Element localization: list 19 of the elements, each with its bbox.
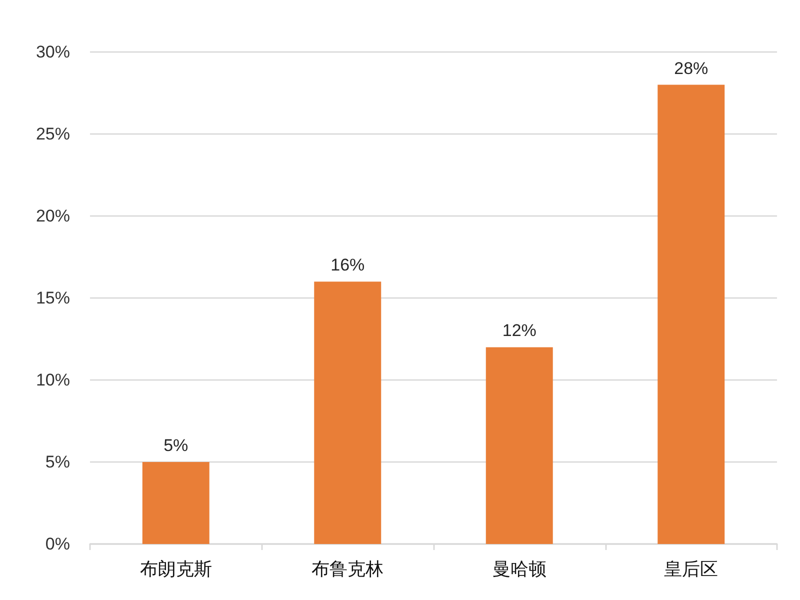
data-label: 28% [674,58,708,78]
x-tick-label: 曼哈顿 [492,559,546,579]
y-tick-label: 0% [45,534,70,554]
y-tick-label: 30% [36,42,70,62]
x-tick-label: 布朗克斯 [140,559,212,579]
bar [314,282,382,544]
y-tick-label: 10% [36,370,70,390]
bar [142,462,210,544]
y-tick-label: 25% [36,124,70,144]
data-label: 16% [330,256,365,275]
y-tick-label: 20% [36,206,70,226]
y-tick-label: 15% [36,288,70,308]
data-label: 12% [502,321,536,340]
x-tick-label: 布鲁克林 [312,559,384,579]
data-label: 5% [164,436,188,455]
bar [486,347,553,544]
y-tick-label: 5% [45,452,70,472]
bar [658,84,725,544]
x-tick-label: 皇后区 [664,559,718,579]
